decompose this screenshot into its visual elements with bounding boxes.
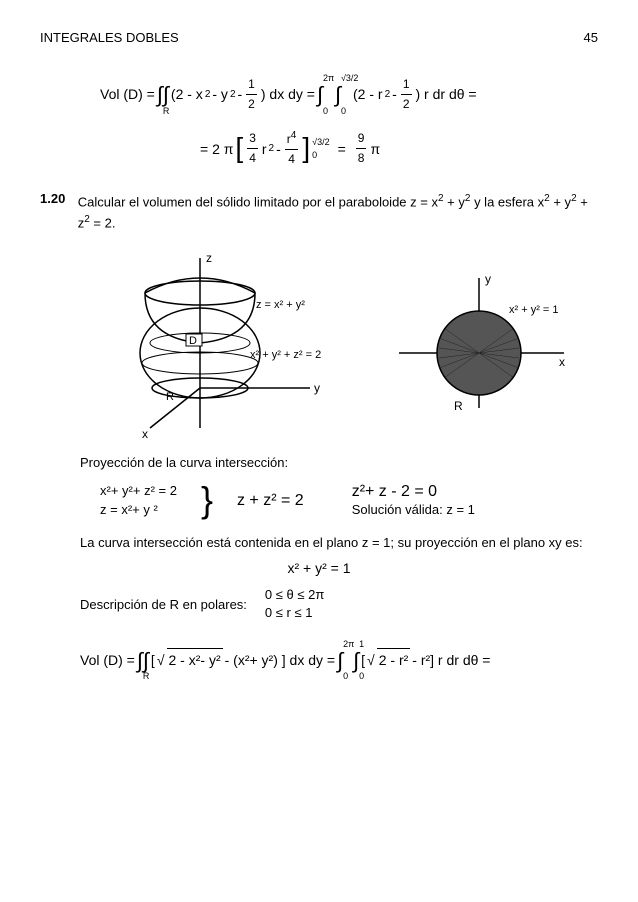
fig2-R: R	[454, 399, 463, 413]
eq3-body2a: [	[361, 649, 365, 671]
eq1-int1-bot: R	[163, 104, 170, 118]
eq2-eq: =	[338, 138, 346, 160]
proj-right: z²+ z - 2 = 0	[352, 483, 437, 500]
header-title: INTEGRALES DOBLES	[40, 30, 179, 45]
axis-x2: x	[559, 355, 565, 369]
equation-3: Vol (D) = ∫∫ R [ √2 - x²- y² - (x²+ y²) …	[80, 643, 598, 678]
axis-x: x	[142, 427, 148, 438]
polar-label: Descripción de R en polares:	[80, 595, 247, 615]
eq3-lhs: Vol (D) =	[80, 649, 135, 671]
equation-2: = 2 π [ 3 4 r2 - r4 4 ] √3/2 0 = 9 8 π	[200, 126, 598, 171]
figure-3d: z y x D R z = x² + y² x² + y² + z² = 2	[70, 248, 330, 438]
proj-sys2: z = x²+ y ²	[100, 501, 177, 519]
equation-1: Vol (D) = ∫∫ R (2 - x2 - y2 - 1 2 ) dx d…	[100, 75, 598, 114]
eq1-frac1: 1 2	[246, 75, 257, 114]
page-number: 45	[584, 30, 598, 45]
figure-2d: x y R x² + y² = 1	[389, 268, 569, 418]
eq1-body-b: - y	[212, 83, 228, 105]
eq3-body2b: - r²] r dr dθ =	[412, 649, 490, 671]
proj-system: x²+ y²+ z² = 2 z = x²+ y ² } z + z² = 2 …	[100, 482, 538, 518]
integral-2b: ∫ √3/2 0	[335, 77, 341, 112]
proj-sol: Solución válida: z = 1	[352, 502, 475, 517]
eq1-body-c: -	[238, 83, 243, 105]
eq3-sqrt1: 2 - x²- y²	[167, 648, 223, 671]
eq1-body-a: (2 - x	[171, 83, 203, 105]
axis-y2: y	[485, 272, 491, 286]
eq1-body-d: ) dx dy =	[261, 83, 315, 105]
eq3-body1a: [	[151, 649, 155, 671]
polar-l1: 0 ≤ θ ≤ 2π	[265, 586, 324, 604]
eq1-body-e: (2 - r	[353, 83, 383, 105]
integral-2a: ∫ 2π 0	[317, 77, 323, 112]
brace-icon: }	[201, 486, 213, 515]
fig1-D: D	[189, 335, 197, 347]
axis-y: y	[314, 381, 320, 395]
section-number: 1.20	[40, 191, 78, 233]
polar-desc: Descripción de R en polares: 0 ≤ θ ≤ 2π …	[80, 586, 538, 622]
eq1-frac2: 1 2	[401, 75, 412, 114]
proj-title: Proyección de la curva intersección:	[80, 453, 598, 473]
axis-z: z	[206, 251, 212, 265]
proj-sys1: x²+ y²+ z² = 2	[100, 482, 177, 500]
fig1-sphere: x² + y² + z² = 2	[250, 349, 321, 361]
integral-R: ∫∫ R	[157, 77, 169, 112]
fig1-parab: z = x² + y²	[256, 299, 305, 311]
curve-eq: x² + y² = 1	[40, 560, 598, 576]
eq2-frac1: 3 4	[247, 129, 258, 168]
eq2-frac2: r4 4	[285, 128, 299, 169]
eq2-mid: r	[262, 138, 267, 160]
eq3-body1b: - (x²+ y²) ] dx dy =	[225, 649, 335, 671]
eq3-int2b: ∫ 1 0	[353, 643, 359, 678]
fig1-R: R	[166, 391, 174, 403]
eq1-body-f: -	[392, 83, 397, 105]
fig2-circ: x² + y² = 1	[509, 304, 559, 316]
eq3-int1: ∫∫ R	[137, 643, 149, 678]
eq3-sqrt2: 2 - r²	[377, 648, 411, 671]
eq1-lhs: Vol (D) =	[100, 83, 155, 105]
section-text: Calcular el volumen del sólido limitado …	[78, 191, 598, 233]
eq2-prefix: = 2 π	[200, 138, 233, 160]
eq1-body-g: ) r dr dθ =	[416, 83, 477, 105]
curve-text: La curva intersección está contenida en …	[80, 533, 598, 553]
eq2-frac3: 9 8	[356, 129, 367, 168]
eq3-int2a: ∫ 2π 0	[337, 643, 343, 678]
eq2-suffix: π	[370, 138, 380, 160]
proj-mid: z + z² = 2	[237, 492, 304, 510]
polar-l2: 0 ≤ r ≤ 1	[265, 604, 324, 622]
